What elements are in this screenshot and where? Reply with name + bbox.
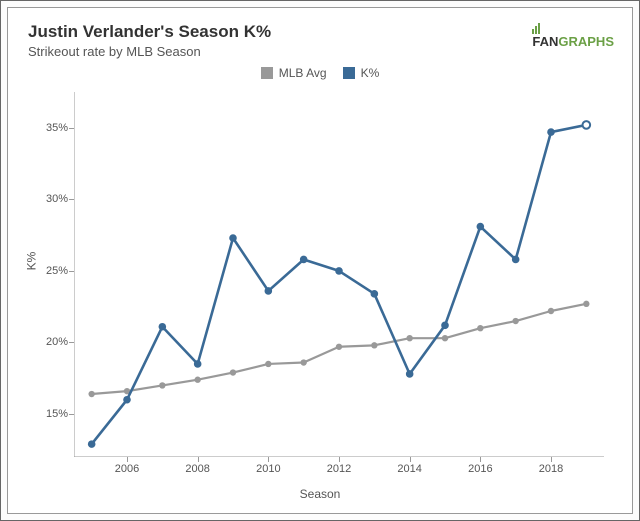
legend-swatch	[261, 67, 273, 79]
x-tick-label: 2012	[327, 457, 351, 475]
series-point	[336, 344, 342, 350]
series-point	[88, 440, 96, 448]
brand-icon	[532, 22, 542, 34]
series-point	[371, 290, 379, 298]
y-tick-label: 30%	[46, 193, 74, 205]
chart-container: Justin Verlander's Season K% Strikeout r…	[0, 0, 640, 521]
series-point	[512, 318, 518, 324]
series-point	[477, 223, 485, 231]
x-tick-label: 2016	[468, 457, 492, 475]
x-axis-label: Season	[300, 487, 341, 501]
legend-label: MLB Avg	[279, 66, 327, 80]
chart-title: Justin Verlander's Season K%	[28, 22, 271, 42]
series-point	[335, 267, 343, 275]
series-point	[265, 361, 271, 367]
legend-item: K%	[343, 66, 380, 80]
y-tick-label: 15%	[46, 408, 74, 420]
series-point	[159, 323, 167, 331]
legend-swatch	[343, 67, 355, 79]
x-tick-label: 2018	[539, 457, 563, 475]
series-line	[92, 125, 587, 444]
series-point	[583, 301, 589, 307]
series-point	[123, 396, 131, 404]
series-point	[229, 234, 237, 242]
series-point	[88, 391, 94, 397]
y-axis-label: K%	[24, 251, 38, 270]
y-tick-label: 25%	[46, 265, 74, 277]
series-point	[442, 335, 448, 341]
x-tick-label: 2014	[397, 457, 421, 475]
series-point	[265, 287, 273, 295]
x-tick-label: 2006	[115, 457, 139, 475]
chart-header: Justin Verlander's Season K% Strikeout r…	[28, 22, 271, 59]
plot-area: 15%20%25%30%35%2006200820102012201420162…	[74, 92, 604, 457]
series-point	[300, 256, 308, 264]
series-point	[159, 382, 165, 388]
series-point	[194, 360, 202, 368]
brand-prefix: FAN	[532, 34, 558, 49]
y-tick-label: 35%	[46, 122, 74, 134]
series-point	[371, 342, 377, 348]
legend-label: K%	[361, 66, 380, 80]
series-point	[194, 377, 200, 383]
series-point	[230, 369, 236, 375]
legend: MLB Avg K%	[8, 66, 632, 82]
brand-logo: FANGRAPHS	[532, 22, 614, 49]
series-point	[477, 325, 483, 331]
series-point	[300, 359, 306, 365]
series-point	[583, 121, 591, 129]
series-point	[547, 128, 555, 136]
series-point	[441, 322, 449, 330]
x-tick-label: 2008	[185, 457, 209, 475]
series-point	[406, 335, 412, 341]
brand-suffix: GRAPHS	[558, 34, 614, 49]
y-tick-label: 20%	[46, 336, 74, 348]
x-tick-label: 2010	[256, 457, 280, 475]
series-point	[406, 370, 414, 378]
legend-item: MLB Avg	[261, 66, 327, 80]
chart-svg	[74, 92, 604, 457]
series-point	[512, 256, 520, 264]
series-point	[548, 308, 554, 314]
chart-subtitle: Strikeout rate by MLB Season	[28, 44, 271, 59]
chart-frame: Justin Verlander's Season K% Strikeout r…	[7, 7, 633, 514]
